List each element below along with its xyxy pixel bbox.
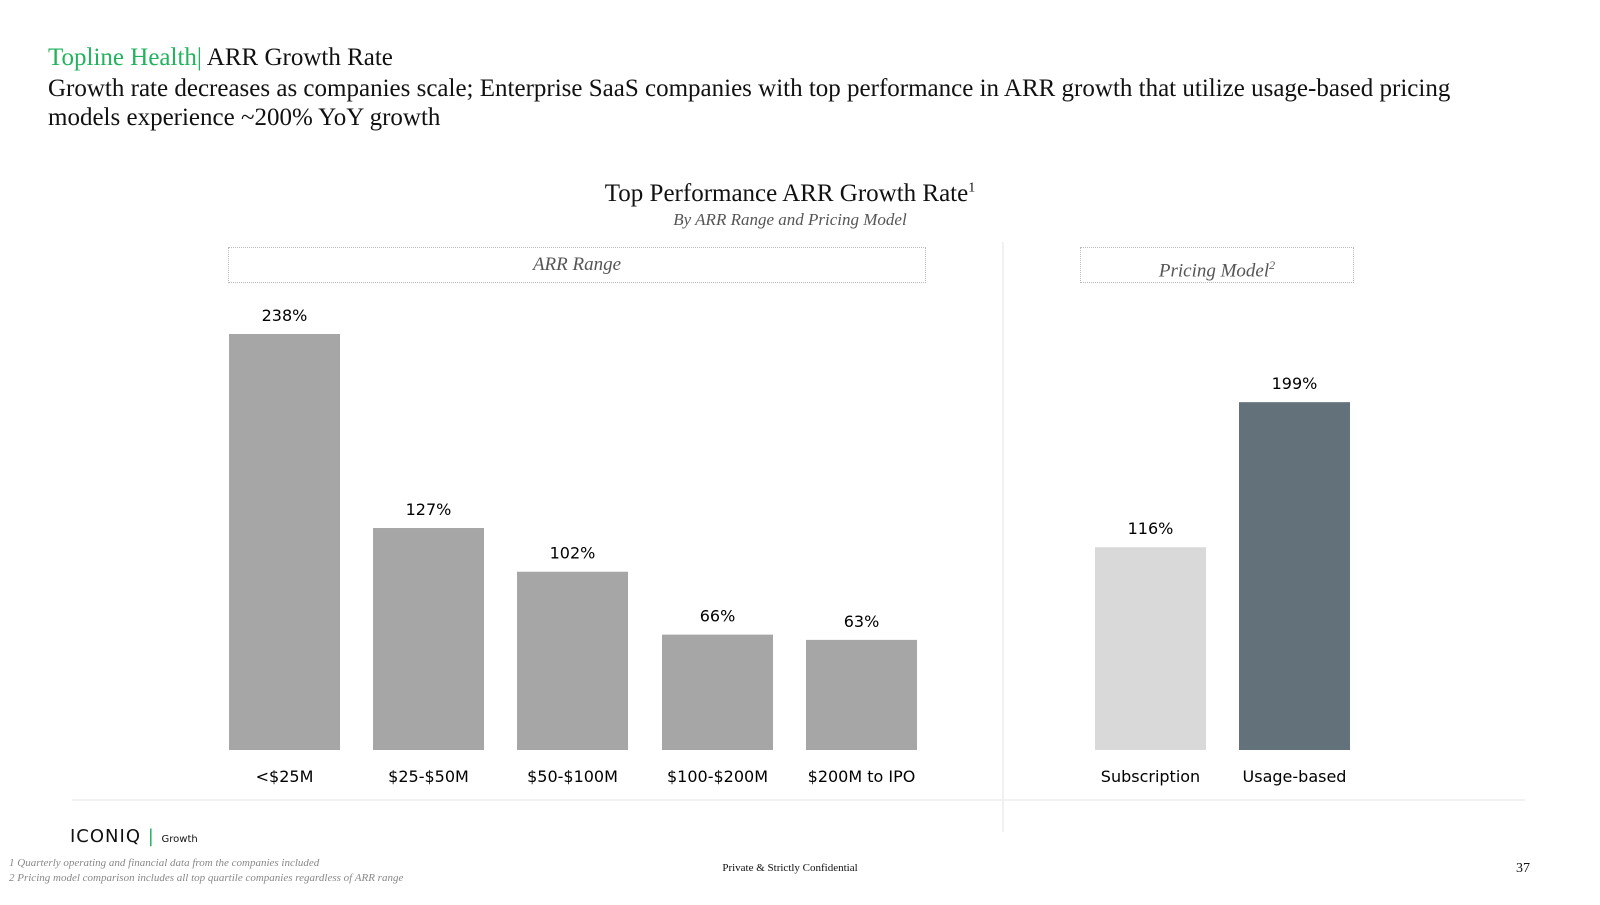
separator: |: [196, 44, 202, 71]
bar: [1095, 547, 1206, 750]
bar: [1239, 402, 1350, 750]
section-label: Topline Health: [48, 44, 197, 71]
data-label: 238%: [262, 306, 308, 325]
headline: Growth rate decreases as companies scale…: [48, 75, 1451, 131]
category-label: $50-$100M: [527, 767, 618, 786]
panel-label: ARR Range: [532, 254, 622, 275]
page-number: 37: [1516, 861, 1530, 876]
chart-title-footnote: 1: [968, 180, 976, 196]
category-label: Subscription: [1101, 767, 1200, 786]
bar: [229, 334, 340, 750]
panel-header-arr-range: ARR Range: [228, 247, 926, 283]
bar: [373, 528, 484, 750]
data-label: 66%: [700, 607, 736, 626]
panel-label: Pricing Model: [1158, 260, 1270, 282]
bar: [806, 639, 917, 750]
chart-subtitle: By ARR Range and Pricing Model: [673, 210, 907, 229]
footnote-1: 1 Quarterly operating and financial data…: [9, 857, 320, 869]
category-label: $200M to IPO: [808, 767, 916, 786]
chart-title: Top Performance ARR Growth Rate1: [0, 180, 1580, 208]
chart-title-text: Top Performance ARR Growth Rate: [604, 180, 969, 207]
bar: [517, 571, 628, 750]
data-label: 116%: [1128, 519, 1174, 538]
data-label: 63%: [844, 612, 880, 631]
topic-label: ARR Growth Rate: [206, 44, 393, 71]
category-label: <$25M: [256, 767, 314, 786]
category-label: $25-$50M: [388, 767, 469, 786]
slide-kicker: Topline Health| ARR Growth Rate: [48, 44, 393, 72]
category-label: Usage-based: [1243, 767, 1347, 786]
logo-text: ICONIQ: [70, 826, 141, 847]
data-label: 102%: [550, 544, 596, 563]
footnote-2: 2 Pricing model comparison includes all …: [9, 872, 404, 884]
data-label: 127%: [406, 500, 452, 519]
iconiq-logo: ICONIQ | Growth: [70, 826, 198, 847]
data-label: 199%: [1272, 374, 1318, 393]
logo-sub: Growth: [161, 834, 198, 845]
bar: [662, 634, 773, 750]
confidential-label: Private & Strictly Confidential: [722, 862, 858, 874]
category-label: $100-$200M: [667, 767, 768, 786]
panel-footnote: 2: [1269, 258, 1276, 272]
panel-header-pricing-model: Pricing Model2: [1080, 247, 1354, 283]
